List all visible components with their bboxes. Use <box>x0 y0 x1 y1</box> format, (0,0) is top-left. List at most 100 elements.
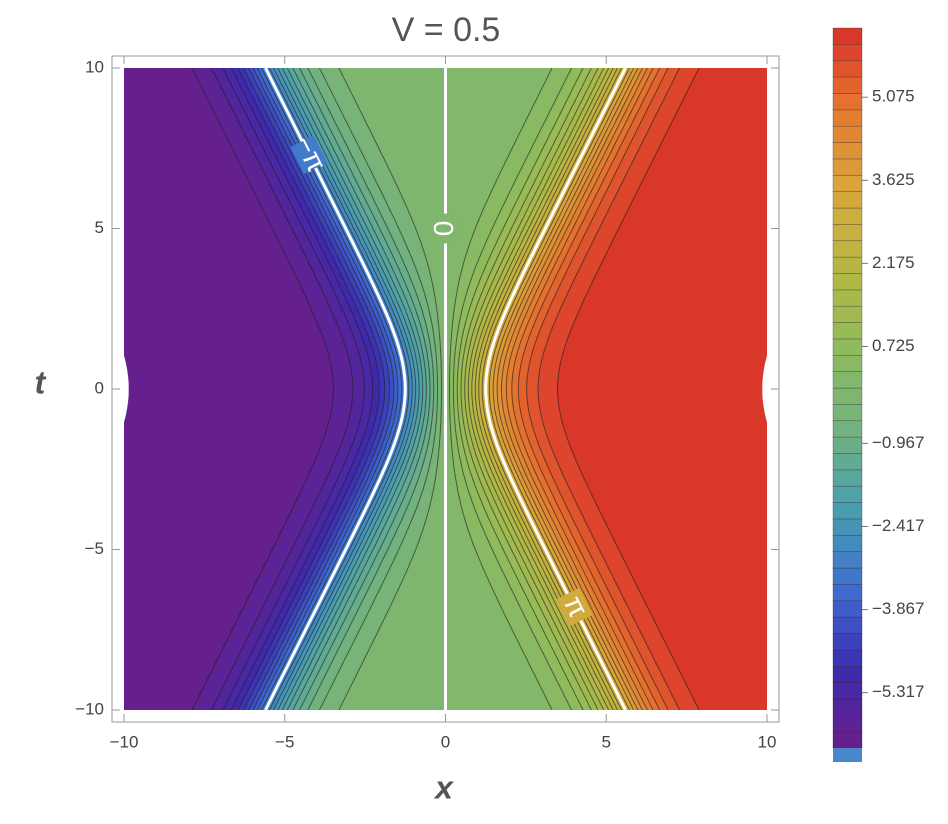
colorbar-band <box>832 27 863 45</box>
colorbar-band <box>832 305 863 323</box>
contour-line <box>460 68 592 710</box>
colorbar-band <box>832 714 863 732</box>
colorbar-band <box>832 322 863 340</box>
colorbar-band <box>832 142 863 160</box>
contour-line <box>286 68 424 710</box>
colorbar-band <box>832 485 863 503</box>
colorbar-band <box>832 731 863 749</box>
x-axis-label: x <box>433 769 454 805</box>
colorbar-band <box>832 534 863 552</box>
colorbar-tick-label: 3.625 <box>872 170 915 189</box>
colorbar-band <box>832 174 863 192</box>
contour-line <box>292 68 427 710</box>
colorbar-band <box>832 240 863 258</box>
x-tick-label: −5 <box>275 732 294 751</box>
colorbar-band <box>832 256 863 274</box>
x-tick-label: 5 <box>602 732 611 751</box>
contour-line <box>467 68 605 710</box>
colorbar-band <box>832 469 863 487</box>
colorbar-band <box>832 44 863 62</box>
colorbar-band <box>832 158 863 176</box>
contour-line <box>449 68 553 710</box>
colorbar-band <box>832 584 863 602</box>
colorbar-band <box>832 682 863 700</box>
colorbar-band <box>832 698 863 716</box>
colorbar-tick-label: 0.725 <box>872 336 915 355</box>
contour-line <box>237 68 380 710</box>
colorbar-band <box>832 371 863 389</box>
contour-line <box>243 68 386 710</box>
colorbar-tick-label: −5.317 <box>872 682 924 701</box>
contour-line <box>261 68 403 710</box>
colorbar-band <box>832 387 863 405</box>
contour-label-bg <box>290 135 328 174</box>
x-tick-label: 10 <box>758 732 777 751</box>
colorbar-band <box>832 354 863 372</box>
colorbar-band <box>832 518 863 536</box>
colorbar-tick-label: −3.867 <box>872 599 924 618</box>
x-tick-label: −10 <box>110 732 139 751</box>
x-tick-label: 0 <box>441 732 450 751</box>
colorbar-out-of-range <box>833 748 862 762</box>
y-tick-label: −10 <box>75 699 104 718</box>
contour-line <box>277 68 417 710</box>
colorbar-band <box>832 436 863 454</box>
contour-line <box>307 68 435 710</box>
contour-line <box>281 68 420 710</box>
y-tick-label: −5 <box>85 539 104 558</box>
colorbar-band <box>832 649 863 667</box>
colorbar-band <box>832 191 863 209</box>
colorbar-band <box>832 109 863 127</box>
contour-line <box>268 68 410 710</box>
y-tick-label: 5 <box>95 218 104 237</box>
plot-area: −π0π <box>124 68 767 710</box>
contour-label-bg <box>555 588 593 627</box>
contour-line <box>556 68 700 710</box>
y-tick-label: 0 <box>95 378 104 397</box>
colorbar-band <box>832 453 863 471</box>
contour-line <box>517 68 661 710</box>
colorbar-band <box>832 616 863 634</box>
colorbar-band <box>832 404 863 422</box>
colorbar-band <box>832 665 863 683</box>
colorbar-band <box>832 567 863 585</box>
colorbar: 5.075 3.625 2.175 0.725 −0.967 −2.417 −3.867 −5… <box>832 27 924 749</box>
colorbar-band <box>832 633 863 651</box>
colorbar-band <box>832 125 863 143</box>
contour-line <box>211 68 354 710</box>
contour-line <box>299 68 431 710</box>
contour-label-bg <box>432 213 459 244</box>
contour-line <box>526 68 669 710</box>
colorbar-band <box>832 551 863 569</box>
contour-line <box>471 68 610 710</box>
contour-line <box>273 68 413 710</box>
colorbar-tick-label: −2.417 <box>872 516 924 535</box>
contour-line <box>456 68 584 710</box>
contour-line <box>464 68 599 710</box>
colorbar-band <box>832 207 863 225</box>
contour-line <box>537 68 680 710</box>
colorbar-band <box>832 502 863 520</box>
labeled-contour <box>264 68 407 710</box>
contour-line <box>248 68 391 710</box>
contour-line <box>230 68 374 710</box>
colorbar-band <box>832 600 863 618</box>
contour-line <box>500 68 643 710</box>
contour-line <box>511 68 654 710</box>
contour-line <box>452 68 573 710</box>
colorbar-band <box>832 60 863 78</box>
colorbar-tick-label: 2.175 <box>872 253 915 272</box>
chart-title: V = 0.5 <box>392 11 501 49</box>
colorbar-band <box>832 420 863 438</box>
colorbar-band <box>832 273 863 291</box>
y-axis-label: t <box>35 364 47 400</box>
colorbar-band <box>832 93 863 111</box>
colorbar-tick-label: 5.075 <box>872 87 915 106</box>
colorbar-band <box>832 338 863 356</box>
contour-line <box>222 68 365 710</box>
contour-line <box>256 68 399 710</box>
colorbar-band <box>832 224 863 242</box>
colorbar-band <box>832 289 863 307</box>
